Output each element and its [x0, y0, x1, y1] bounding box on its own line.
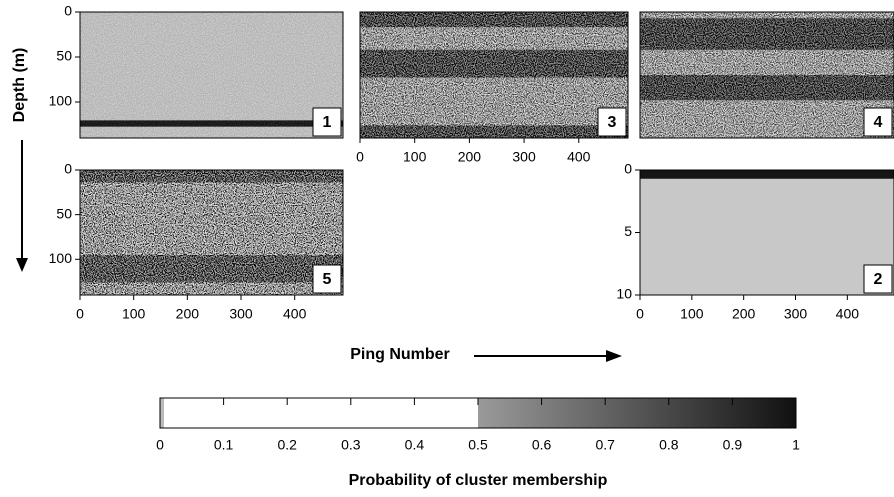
x-tick-label: 200	[176, 306, 200, 322]
y-tick-label: 50	[56, 205, 72, 221]
x-tick-label: 0	[636, 306, 644, 322]
colorbar-segment	[478, 398, 796, 428]
x-tick-label: 400	[283, 306, 307, 322]
speckle	[80, 170, 343, 295]
panel-label: 5	[323, 271, 332, 288]
panel-label-box	[597, 107, 627, 137]
arrow-head	[16, 258, 28, 272]
colorbar-segment	[164, 398, 478, 428]
x-tick-label: 100	[403, 149, 427, 165]
y-tick-label: 50	[56, 48, 72, 64]
y-tick-label: 0	[64, 161, 72, 177]
arrow-head	[606, 350, 622, 362]
x-tick-label: 200	[732, 306, 756, 322]
colorbar-tick-label: 0.9	[723, 437, 743, 453]
colorbar-tick-label: 0.2	[277, 437, 297, 453]
x-tick-label: 300	[512, 149, 536, 165]
panel-frame	[359, 11, 629, 139]
y-tick-label: 0	[64, 3, 72, 19]
panel: 0 100 200 300 400 3	[356, 11, 629, 165]
panel-frame	[639, 11, 894, 139]
speckle	[80, 12, 343, 138]
x-tick-label: 300	[229, 306, 253, 322]
colorbar-title: Probability of cluster membership	[349, 472, 608, 489]
panel: 0 50 100 1	[49, 3, 344, 139]
x-tick-label: 200	[458, 149, 482, 165]
x-tick-label: 100	[122, 306, 146, 322]
panel: 4	[639, 11, 894, 139]
x-tick-label: 0	[356, 149, 364, 165]
panel-label: 1	[323, 114, 332, 131]
panel-label-box	[312, 264, 342, 294]
panel-label: 4	[874, 114, 883, 131]
speckle	[640, 12, 894, 138]
speckle	[360, 12, 628, 138]
colorbar-tick-label: 0.8	[659, 437, 679, 453]
y-tick-label: 100	[49, 250, 73, 266]
colorbar-tick-label: 0.5	[468, 437, 488, 453]
panel-frame	[79, 11, 344, 139]
x-tick-label: 400	[836, 306, 860, 322]
colorbar-tick-label: 1	[792, 437, 800, 453]
panel: 0 50 100 0 100 200 300 400 5	[49, 161, 344, 322]
colorbar-tick-label: 0.3	[341, 437, 361, 453]
x-tick-label: 0	[76, 306, 84, 322]
colorbar-tick-label: 0.7	[595, 437, 615, 453]
panel-background	[640, 170, 894, 295]
panel-frame	[79, 169, 344, 296]
panel-label: 2	[874, 271, 883, 288]
colorbar-tick-label: 0.1	[214, 437, 234, 453]
y-axis-label: Depth (m)	[11, 48, 28, 123]
panel-label-box	[863, 264, 893, 294]
panel-label-box	[863, 107, 893, 137]
panel-label: 3	[608, 114, 617, 131]
colorbar-tick-label: 0	[156, 437, 164, 453]
x-tick-label: 100	[680, 306, 704, 322]
colorbar-tick-label: 0.4	[405, 437, 425, 453]
y-tick-label: 100	[49, 93, 73, 109]
x-axis-label: Ping Number	[350, 346, 450, 363]
colorbar	[159, 397, 797, 429]
y-tick-label: 5	[624, 223, 632, 239]
panel-label-box	[312, 107, 342, 137]
y-tick-label: 10	[616, 286, 632, 302]
x-tick-label: 400	[567, 149, 591, 165]
colorbar-tick-label: 0.6	[532, 437, 552, 453]
echo-band	[640, 170, 894, 179]
colorbar-segment	[160, 398, 164, 428]
y-tick-label: 0	[624, 161, 632, 177]
x-tick-label: 300	[784, 306, 808, 322]
